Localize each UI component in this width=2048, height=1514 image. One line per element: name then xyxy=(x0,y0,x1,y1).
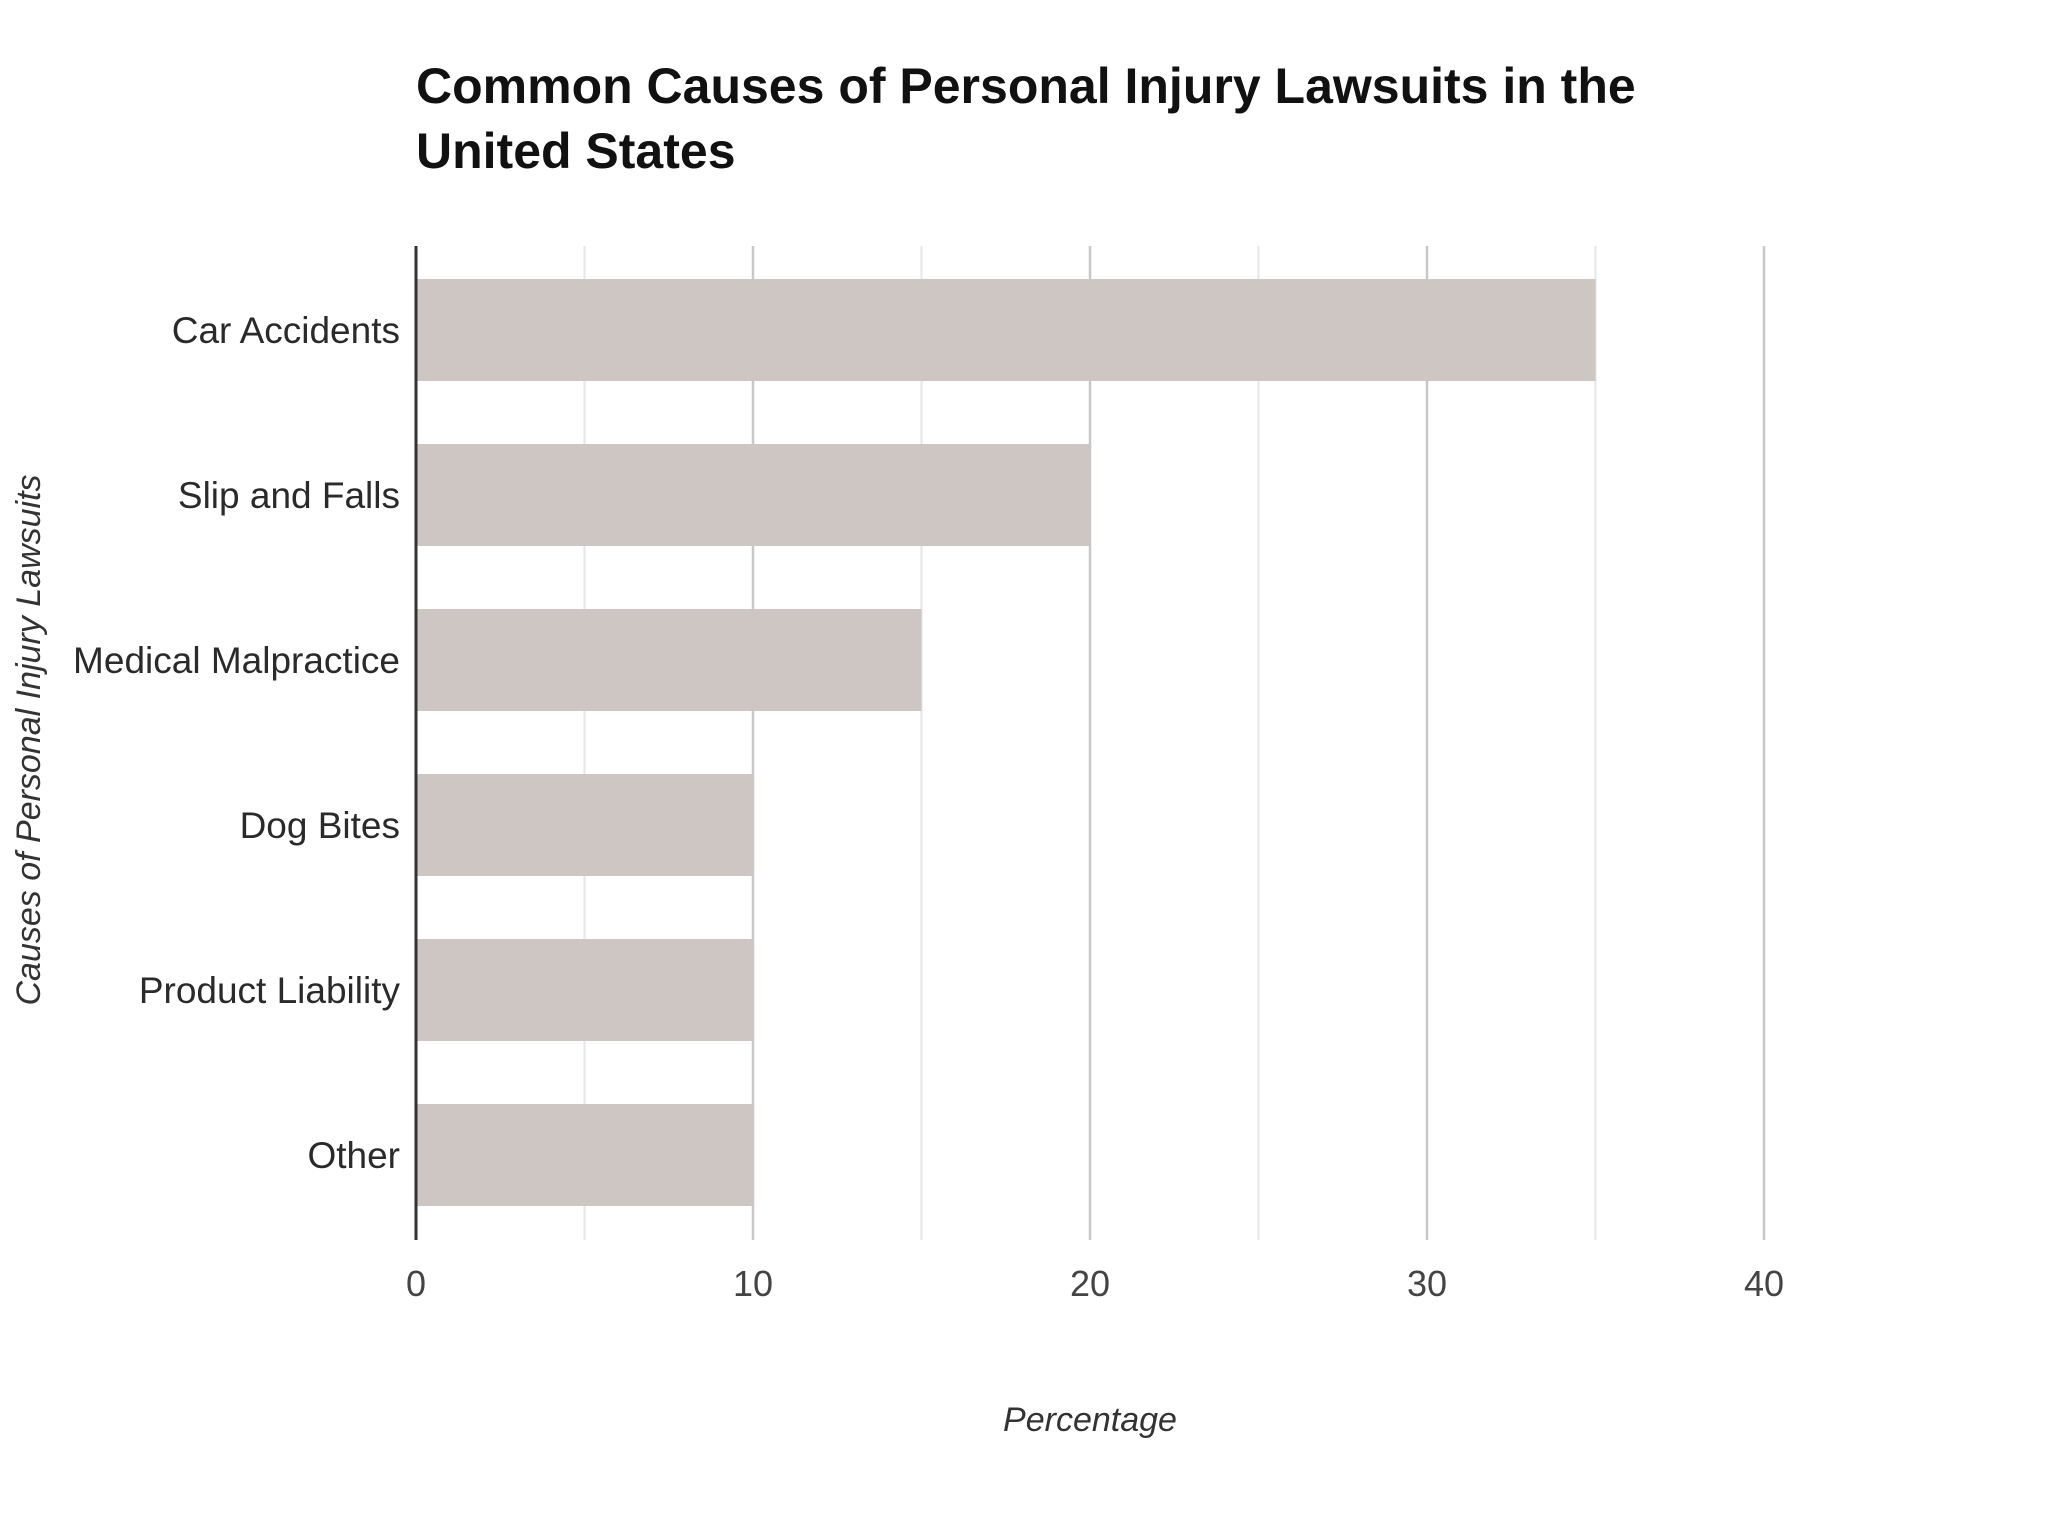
category-label-4: Product Liability xyxy=(139,970,401,1011)
bar-4 xyxy=(416,939,753,1041)
x-axis-title: Percentage xyxy=(1003,1401,1177,1439)
chart-title-line-2: United States xyxy=(416,123,736,179)
category-label-3: Dog Bites xyxy=(240,805,400,846)
category-label-0: Car Accidents xyxy=(172,310,400,351)
x-tick-label-0: 0 xyxy=(406,1263,426,1304)
bars xyxy=(416,279,1596,1206)
grid-lines xyxy=(583,246,1766,1240)
x-tick-labels: 0 10 20 30 40 xyxy=(406,1263,1784,1304)
category-label-1: Slip and Falls xyxy=(178,475,400,516)
category-label-2: Medical Malpractice xyxy=(73,640,400,681)
x-tick-label-4: 40 xyxy=(1744,1263,1784,1304)
y-axis-title: Causes of Personal Injury Lawsuits xyxy=(10,474,48,1005)
chart-title-line-1: Common Causes of Personal Injury Lawsuit… xyxy=(416,58,1636,114)
bar-5 xyxy=(416,1104,753,1206)
bar-2 xyxy=(416,609,922,711)
bar-1 xyxy=(416,444,1090,546)
bar-0 xyxy=(416,279,1596,381)
x-tick-label-1: 10 xyxy=(733,1263,773,1304)
x-tick-label-3: 30 xyxy=(1407,1263,1447,1304)
bar-3 xyxy=(416,774,753,876)
category-label-5: Other xyxy=(307,1135,400,1176)
x-tick-label-2: 20 xyxy=(1070,1263,1110,1304)
category-labels: Car Accidents Slip and Falls Medical Malpr… xyxy=(73,310,400,1176)
chart-title: Common Causes of Personal Injury Lawsuit… xyxy=(416,58,1636,179)
